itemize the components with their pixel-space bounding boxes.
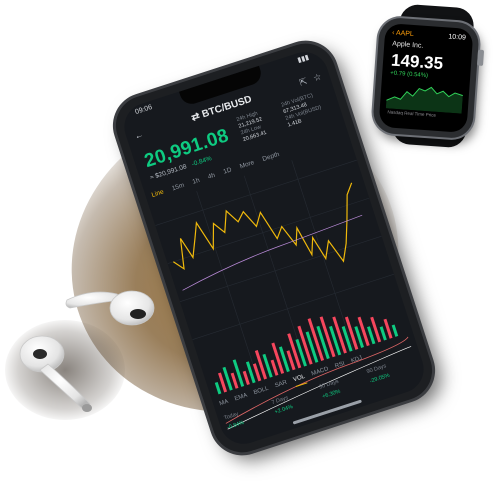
watch-back-label: AAPL bbox=[395, 29, 415, 39]
back-arrow-icon[interactable]: ← bbox=[133, 129, 145, 142]
watch-time: 10:09 bbox=[448, 33, 467, 42]
header-actions: ⇱ ☆ bbox=[298, 71, 323, 88]
signal-line bbox=[227, 346, 412, 430]
share-icon[interactable]: ⇱ bbox=[297, 75, 309, 88]
watch-header: ‹ AAPL 10:09 bbox=[392, 30, 466, 42]
tab-15m[interactable]: 15m bbox=[170, 181, 186, 192]
volume-bars bbox=[214, 316, 399, 395]
airpods-shadow bbox=[5, 320, 125, 420]
ma-line bbox=[182, 214, 363, 291]
battery-icon: ▮▮▮ bbox=[296, 54, 310, 65]
chart-grid bbox=[155, 159, 395, 382]
smartwatch: ‹ AAPL 10:09 Apple Inc. 149.35 +0.79 (0.… bbox=[372, 16, 485, 140]
tab-4h[interactable]: 4h bbox=[206, 171, 216, 181]
tab-more[interactable]: More bbox=[238, 158, 256, 170]
tab-depth[interactable]: Depth bbox=[261, 150, 281, 163]
watch-crown bbox=[476, 49, 485, 66]
airpod-upper bbox=[65, 290, 155, 326]
tab-1d[interactable]: 1D bbox=[222, 166, 233, 176]
stock-change: +0.79 (0.54%) bbox=[390, 70, 429, 80]
stock-name: Apple Inc. bbox=[392, 40, 424, 50]
smartphone: 09:06 ▮▮▮ ← ⇄ BTC/BUSD ⇱ ☆ 20,991.08 ≈ $… bbox=[108, 35, 440, 461]
status-time: 09:06 bbox=[134, 103, 154, 117]
watch-screen: ‹ AAPL 10:09 Apple Inc. 149.35 +0.79 (0.… bbox=[378, 23, 474, 133]
stock-sparkline bbox=[385, 86, 464, 114]
tab-line[interactable]: Line bbox=[150, 188, 165, 199]
airpod-lower bbox=[19, 335, 92, 412]
watch-back[interactable]: ‹ AAPL bbox=[391, 29, 415, 39]
tab-1h[interactable]: 1h bbox=[191, 176, 201, 186]
price-chart bbox=[155, 159, 412, 430]
macd-line bbox=[225, 336, 409, 424]
star-icon[interactable]: ☆ bbox=[311, 70, 323, 83]
trading-app-screen: 09:06 ▮▮▮ ← ⇄ BTC/BUSD ⇱ ☆ 20,991.08 ≈ $… bbox=[118, 45, 430, 451]
price-line bbox=[173, 182, 353, 271]
